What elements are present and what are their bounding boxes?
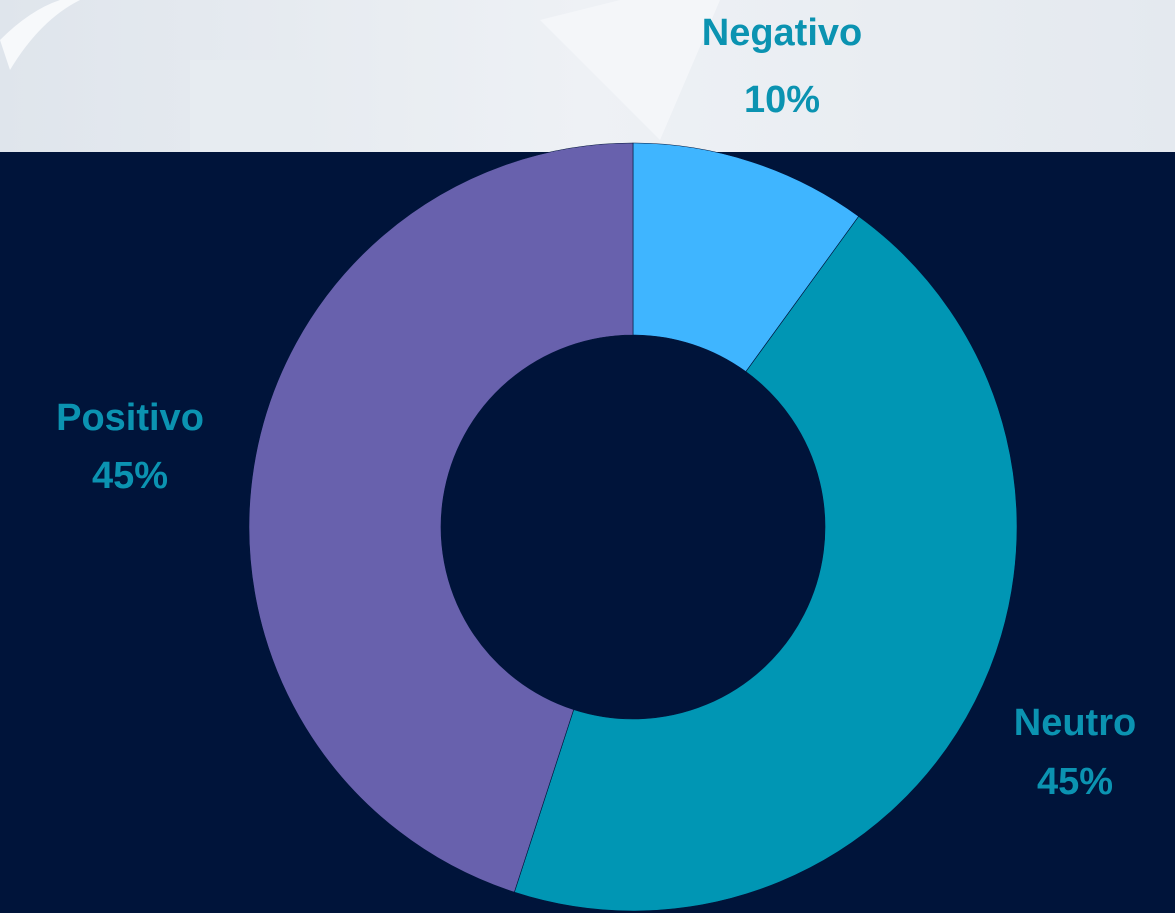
donut-slice xyxy=(248,142,634,893)
data-label-name: Negativo xyxy=(702,12,862,54)
data-label-name: Neutro xyxy=(1014,702,1136,744)
donut-slice xyxy=(513,215,1018,912)
photo-shape xyxy=(0,0,80,70)
photo-shape xyxy=(900,0,960,152)
donut-chart: Negativo 10% Neutro 45% Positivo 45% xyxy=(56,12,1136,912)
data-label-value: 45% xyxy=(92,455,168,497)
data-label-name: Positivo xyxy=(56,397,204,439)
data-label-value: 10% xyxy=(744,79,820,121)
photo-shape xyxy=(190,60,310,152)
data-label-value: 45% xyxy=(1037,761,1113,803)
photo-shape xyxy=(540,0,720,140)
